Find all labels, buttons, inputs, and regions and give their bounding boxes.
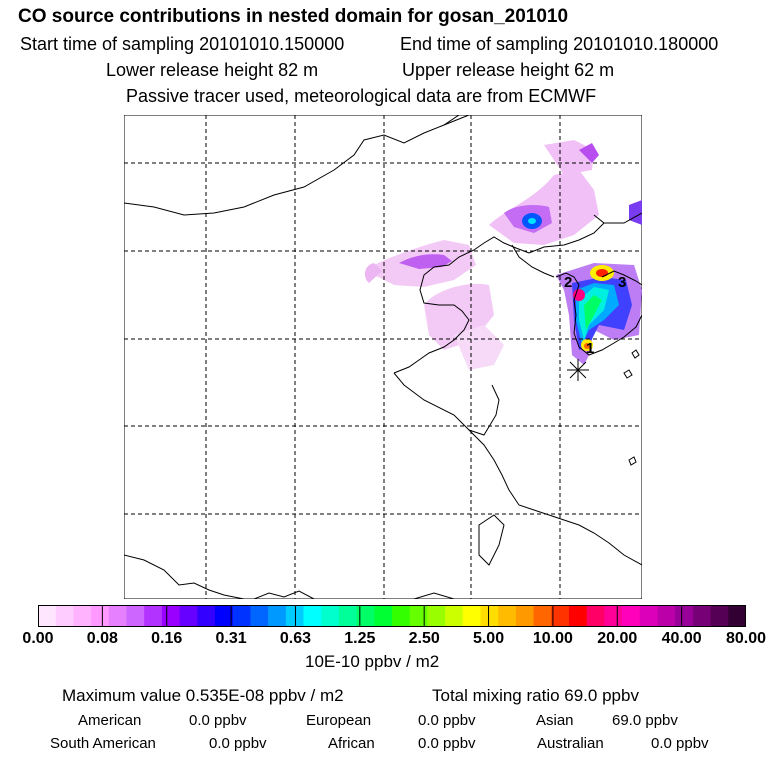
tracer-note: Passive tracer used, meteorological data… bbox=[126, 86, 597, 106]
region-south-american-value: 0.0 ppbv bbox=[209, 735, 267, 752]
upper-release-label: Upper release height 62 m bbox=[402, 60, 615, 80]
colorbar-cell bbox=[710, 605, 729, 627]
colorbar-cell bbox=[321, 605, 340, 627]
colorbar-cell bbox=[91, 605, 110, 627]
region-american-value: 0.0 ppbv bbox=[189, 712, 247, 729]
colorbar-cell bbox=[462, 605, 482, 627]
colorbar-cell bbox=[250, 605, 269, 627]
colorbar-cell bbox=[427, 605, 446, 627]
colorbar-cell bbox=[285, 605, 305, 627]
station-label-2: 2 bbox=[564, 274, 572, 291]
colorbar-cell bbox=[232, 605, 251, 627]
colorbar-cell bbox=[338, 605, 358, 627]
colorbar bbox=[38, 605, 746, 627]
colorbar-tick-label: 0.31 bbox=[215, 630, 247, 647]
purple-patch-northeast bbox=[579, 143, 599, 163]
colorbar-unit-label: 10E-10 ppbv / m2 bbox=[305, 652, 440, 671]
lower-release-label: Lower release height 82 m bbox=[106, 60, 319, 80]
colorbar-cell bbox=[356, 605, 375, 627]
region-australian-name: Australian bbox=[537, 735, 604, 752]
contribution-map: 1 2 3 bbox=[124, 115, 642, 599]
receptor-marker bbox=[567, 359, 589, 381]
colorbar-cell bbox=[108, 605, 128, 627]
colorbar-cell bbox=[692, 605, 712, 627]
colorbar-cell bbox=[604, 605, 623, 627]
grid-lines bbox=[124, 115, 642, 599]
region-european-name: European bbox=[306, 712, 372, 729]
colorbar-cell bbox=[639, 605, 659, 627]
colorbar-cell bbox=[675, 605, 694, 627]
colorbar-tick-label: 20.00 bbox=[597, 630, 638, 647]
colorbar-cell bbox=[268, 605, 287, 627]
purple-patch-west bbox=[399, 254, 452, 269]
coastlines bbox=[124, 115, 642, 599]
station-label-1: 1 bbox=[586, 340, 594, 357]
colorbar-cell bbox=[126, 605, 145, 627]
region-african-name: African bbox=[328, 735, 375, 752]
colorbar-cell bbox=[569, 605, 588, 627]
colorbar-cell bbox=[303, 605, 322, 627]
colorbar-tick-label: 40.00 bbox=[661, 630, 702, 647]
colorbar-cell bbox=[515, 605, 535, 627]
start-time-label: Start time of sampling 20101010.150000 bbox=[20, 34, 345, 54]
colorbar-cell bbox=[551, 605, 570, 627]
colorbar-cell bbox=[55, 605, 74, 627]
colorbar-cell bbox=[392, 605, 411, 627]
colorbar-cell bbox=[409, 605, 428, 627]
maximum-value: Maximum value 0.535E-08 ppbv / m2 bbox=[62, 686, 344, 705]
colorbar-cell bbox=[144, 605, 163, 627]
region-african-value: 0.0 ppbv bbox=[418, 735, 476, 752]
colorbar-tick-label: 1.25 bbox=[344, 630, 376, 647]
colorbar-tick-label: 0.00 bbox=[22, 630, 54, 647]
colorbar-cell bbox=[657, 605, 676, 627]
region-american-name: American bbox=[78, 712, 142, 729]
colorbar-tick-label: 0.08 bbox=[86, 630, 118, 647]
colorbar-cell bbox=[586, 605, 605, 627]
colorbar-cell bbox=[38, 605, 57, 627]
colorbar-tick-label: 80.00 bbox=[725, 630, 767, 647]
colorbar-cell bbox=[533, 605, 552, 627]
colorbar-cell bbox=[728, 605, 746, 627]
colorbar-cell bbox=[161, 605, 181, 627]
colorbar-cell bbox=[498, 605, 517, 627]
colorbar-cell bbox=[215, 605, 234, 627]
region-asian-value: 69.0 ppbv bbox=[612, 712, 678, 729]
region-australian-value: 0.0 ppbv bbox=[651, 735, 709, 752]
colorbar-tick-label: 10.00 bbox=[532, 630, 573, 647]
region-european-value: 0.0 ppbv bbox=[418, 712, 476, 729]
end-time-label: End time of sampling 20101010.180000 bbox=[400, 34, 719, 54]
station-label-3: 3 bbox=[618, 274, 626, 291]
colorbar-cell bbox=[480, 605, 499, 627]
region-south-american-name: South American bbox=[50, 735, 156, 752]
colorbar-cell bbox=[445, 605, 464, 627]
total-mixing-ratio: Total mixing ratio 69.0 ppbv bbox=[432, 686, 639, 705]
colorbar-cell bbox=[622, 605, 641, 627]
colorbar-tick-label: 5.00 bbox=[472, 630, 505, 647]
region-asian-name: Asian bbox=[536, 712, 574, 729]
colorbar-cell bbox=[73, 605, 92, 627]
colorbar-tick-label: 2.50 bbox=[408, 630, 440, 647]
colorbar-cell bbox=[197, 605, 216, 627]
colorbar-tick-label: 0.16 bbox=[151, 630, 183, 647]
colorbar-cell bbox=[374, 605, 393, 627]
colorbar-cell bbox=[179, 605, 198, 627]
colorbar-tick-label: 0.63 bbox=[279, 630, 312, 647]
plot-title: CO source contributions in nested domain… bbox=[18, 6, 569, 27]
